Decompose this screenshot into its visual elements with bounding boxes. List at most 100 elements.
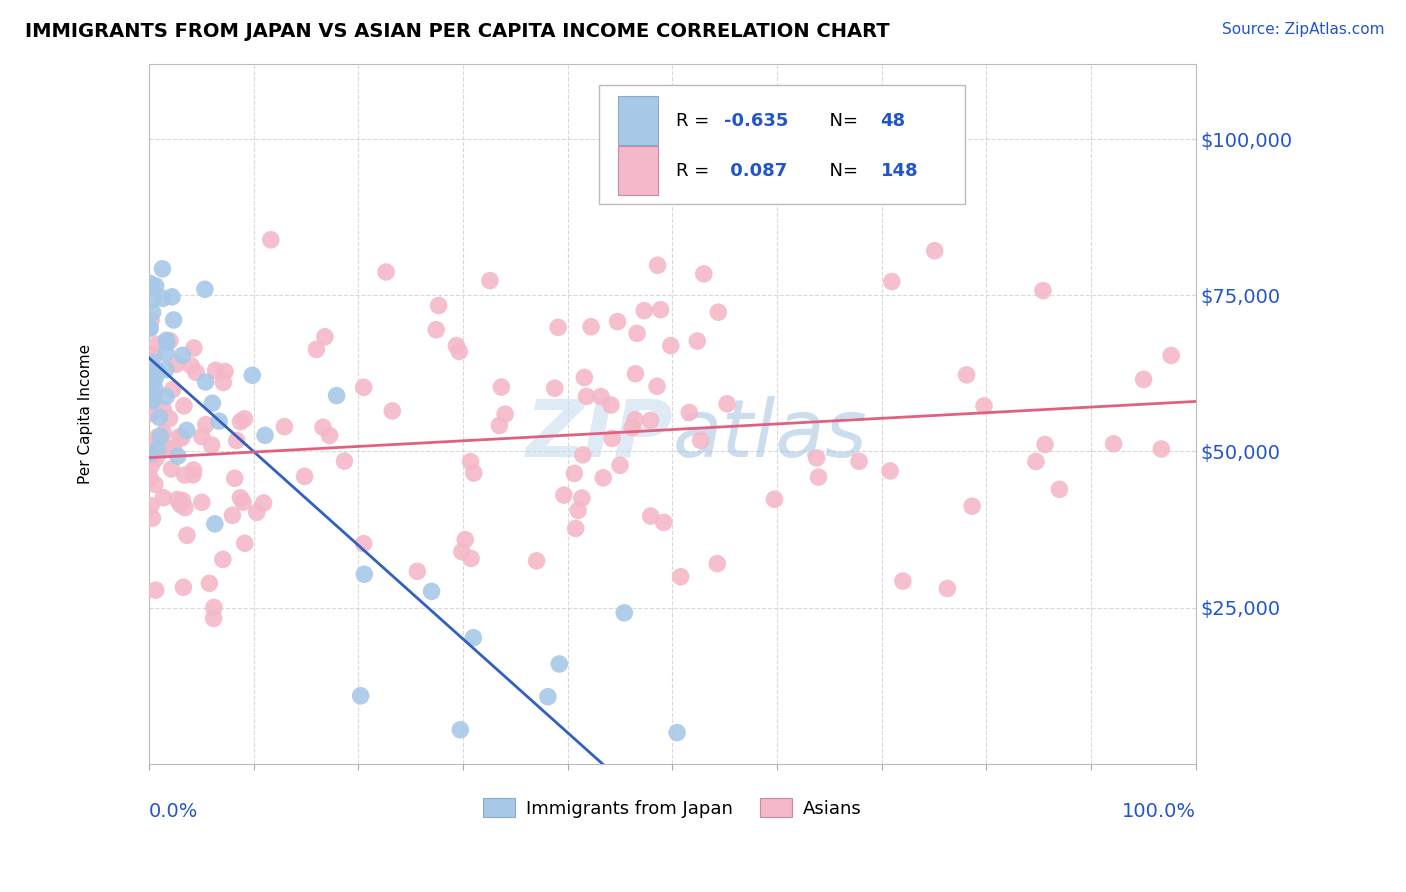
Point: [547, 320, 569, 334]
Point: [240, 368, 263, 383]
Point: [567, 503, 589, 517]
Point: [173, 468, 195, 483]
Text: -0.635: -0.635: [724, 112, 787, 129]
Point: [381, 404, 404, 418]
Point: [1025, 454, 1047, 468]
Point: [143, 383, 166, 397]
Point: [166, 449, 188, 463]
Point: [454, 533, 477, 547]
Point: [246, 505, 269, 519]
Point: [600, 432, 623, 446]
Point: [650, 302, 672, 317]
Point: [176, 423, 198, 437]
Point: [579, 319, 602, 334]
Point: [145, 451, 167, 466]
Point: [145, 583, 167, 598]
Point: [141, 355, 163, 369]
Text: 48: 48: [880, 112, 905, 129]
Point: [312, 420, 335, 434]
Point: [318, 428, 340, 442]
Point: [155, 362, 177, 376]
Point: [572, 448, 595, 462]
Point: [183, 463, 205, 477]
Point: [143, 388, 166, 402]
Point: [191, 495, 214, 509]
Point: [333, 454, 356, 468]
Point: [1049, 483, 1071, 497]
Point: [224, 471, 246, 485]
Point: [420, 584, 443, 599]
Point: [208, 414, 231, 428]
Point: [141, 444, 163, 458]
Point: [254, 428, 277, 442]
Point: [273, 419, 295, 434]
Point: [214, 364, 236, 378]
Point: [152, 491, 174, 505]
Point: [880, 275, 903, 289]
Point: [152, 426, 174, 441]
Point: [156, 441, 179, 455]
Point: [678, 405, 700, 419]
Text: 0.0%: 0.0%: [149, 802, 198, 822]
Point: [146, 364, 169, 378]
Point: [141, 511, 163, 525]
Point: [225, 434, 247, 448]
Point: [183, 341, 205, 355]
Point: [142, 305, 165, 319]
Point: [609, 458, 631, 473]
Point: [212, 376, 235, 390]
Point: [446, 339, 468, 353]
Point: [201, 396, 224, 410]
Point: [491, 380, 513, 394]
Point: [544, 381, 567, 395]
Point: [139, 320, 162, 334]
Point: [139, 357, 162, 371]
Point: [211, 552, 233, 566]
Point: [666, 725, 689, 739]
Bar: [617, 146, 658, 195]
Point: [960, 500, 983, 514]
Point: [159, 411, 181, 425]
Point: [891, 574, 914, 588]
Point: [305, 343, 328, 357]
Text: IMMIGRANTS FROM JAPAN VS ASIAN PER CAPITA INCOME CORRELATION CHART: IMMIGRANTS FROM JAPAN VS ASIAN PER CAPIT…: [25, 22, 890, 41]
Point: [451, 545, 474, 559]
Point: [526, 554, 548, 568]
Point: [172, 580, 194, 594]
Point: [659, 339, 682, 353]
Point: [879, 464, 901, 478]
Point: [155, 390, 177, 404]
Point: [142, 375, 165, 389]
Point: [204, 516, 226, 531]
Point: [143, 370, 166, 384]
Point: [143, 477, 166, 491]
Point: [201, 438, 224, 452]
Point: [141, 313, 163, 327]
Point: [463, 466, 485, 480]
Point: [139, 277, 162, 291]
Point: [1102, 437, 1125, 451]
Point: [553, 488, 575, 502]
Point: [806, 450, 828, 465]
Point: [141, 368, 163, 382]
Point: [142, 292, 165, 306]
Point: [152, 443, 174, 458]
Point: [460, 551, 482, 566]
FancyBboxPatch shape: [599, 85, 966, 204]
Point: [564, 467, 586, 481]
Point: [194, 375, 217, 389]
Point: [143, 441, 166, 455]
Point: [647, 258, 669, 272]
Point: [463, 631, 485, 645]
Point: [142, 393, 165, 408]
Point: [169, 430, 191, 444]
Point: [353, 536, 375, 550]
Point: [141, 406, 163, 420]
Point: [139, 471, 162, 485]
Point: [166, 357, 188, 371]
Point: [141, 458, 163, 473]
Point: [198, 576, 221, 591]
Point: [640, 413, 662, 427]
Text: N=: N=: [818, 112, 863, 129]
Point: [460, 455, 482, 469]
